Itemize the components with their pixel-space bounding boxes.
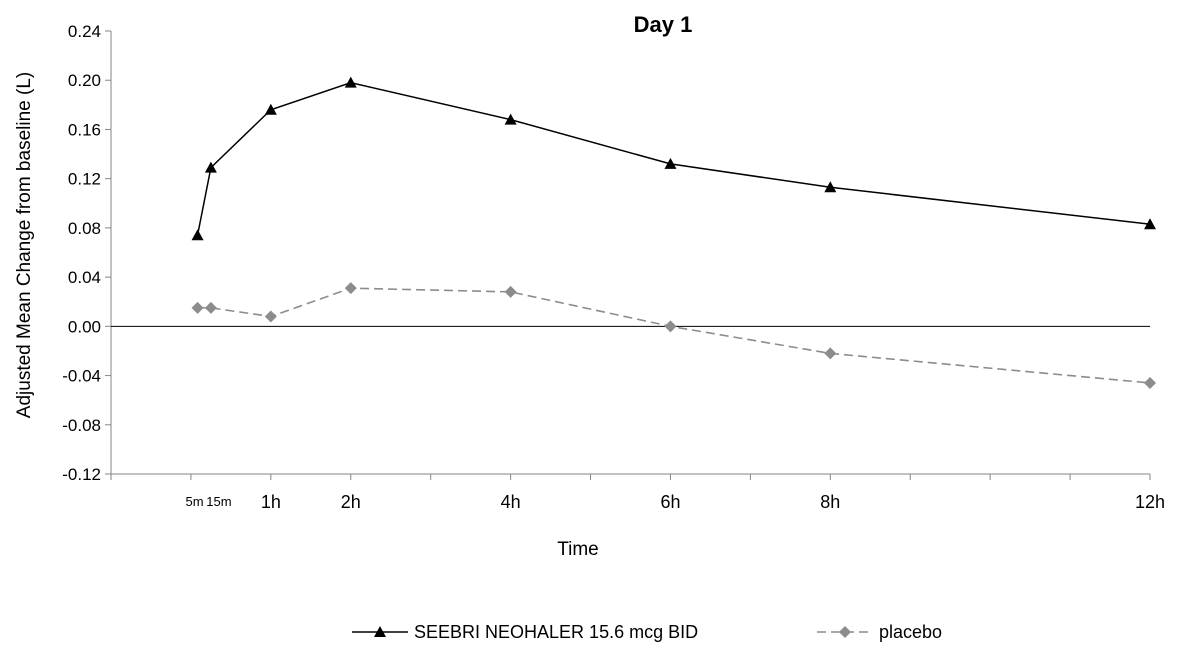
legend-marker-placebo xyxy=(839,626,851,638)
legend: SEEBRI NEOHALER 15.6 mcg BID placebo xyxy=(352,622,942,642)
data-point xyxy=(204,301,217,314)
y-tick-label: 0.08 xyxy=(68,219,101,238)
data-point xyxy=(191,229,204,241)
series-line xyxy=(197,287,1151,384)
data-point xyxy=(1144,218,1156,230)
legend-label-seebri: SEEBRI NEOHALER 15.6 mcg BID xyxy=(414,622,698,642)
series-line xyxy=(196,81,1151,236)
y-axis: 0.24 0.20 0.16 0.12 0.08 0.04 0.00 -0.04 -0.08 -0… xyxy=(62,22,112,484)
data-point xyxy=(664,320,677,333)
data-point xyxy=(504,113,517,125)
data-point xyxy=(504,285,517,298)
x-tick-label: 5m xyxy=(186,494,204,509)
x-axis-title: Time xyxy=(557,539,599,560)
y-axis-title: Adjusted Mean Change from baseline (L) xyxy=(14,72,35,418)
data-point xyxy=(204,161,217,173)
data-point xyxy=(344,76,357,88)
data-point xyxy=(824,347,837,360)
legend-marker-seebri xyxy=(374,626,386,637)
y-tick-label: 0.00 xyxy=(68,317,101,336)
data-point xyxy=(191,301,204,314)
data-point xyxy=(824,181,837,193)
y-tick-label: -0.04 xyxy=(62,367,101,386)
x-tick-label: 2h xyxy=(341,492,361,512)
y-tick-label: -0.12 xyxy=(62,465,101,484)
x-tick-label: 1h xyxy=(261,492,281,512)
x-axis: 5m 15m 1h 2h 4h 6h 8h 12h xyxy=(110,325,1165,512)
x-tick-label: 8h xyxy=(820,492,840,512)
data-point xyxy=(1144,376,1156,389)
y-tick-label: 0.24 xyxy=(68,22,101,41)
series-seebri xyxy=(191,76,1156,241)
data-point xyxy=(344,282,357,295)
y-tick-label: 0.12 xyxy=(68,170,101,189)
y-tick-label: -0.08 xyxy=(62,416,101,435)
plot-area xyxy=(191,76,1156,389)
data-point xyxy=(264,310,277,323)
legend-label-placebo: placebo xyxy=(879,622,942,642)
chart-title: Day 1 xyxy=(634,12,693,37)
data-point xyxy=(664,157,677,169)
data-point xyxy=(264,103,277,115)
x-tick-label: 4h xyxy=(501,492,521,512)
x-tick-label: 15m xyxy=(206,494,231,509)
y-tick-label: 0.20 xyxy=(68,71,101,90)
x-tick-label: 6h xyxy=(660,492,680,512)
series-placebo xyxy=(191,282,1156,389)
y-tick-label: 0.16 xyxy=(68,120,101,139)
y-tick-label: 0.04 xyxy=(68,268,101,287)
x-tick-label: 12h xyxy=(1135,492,1165,512)
